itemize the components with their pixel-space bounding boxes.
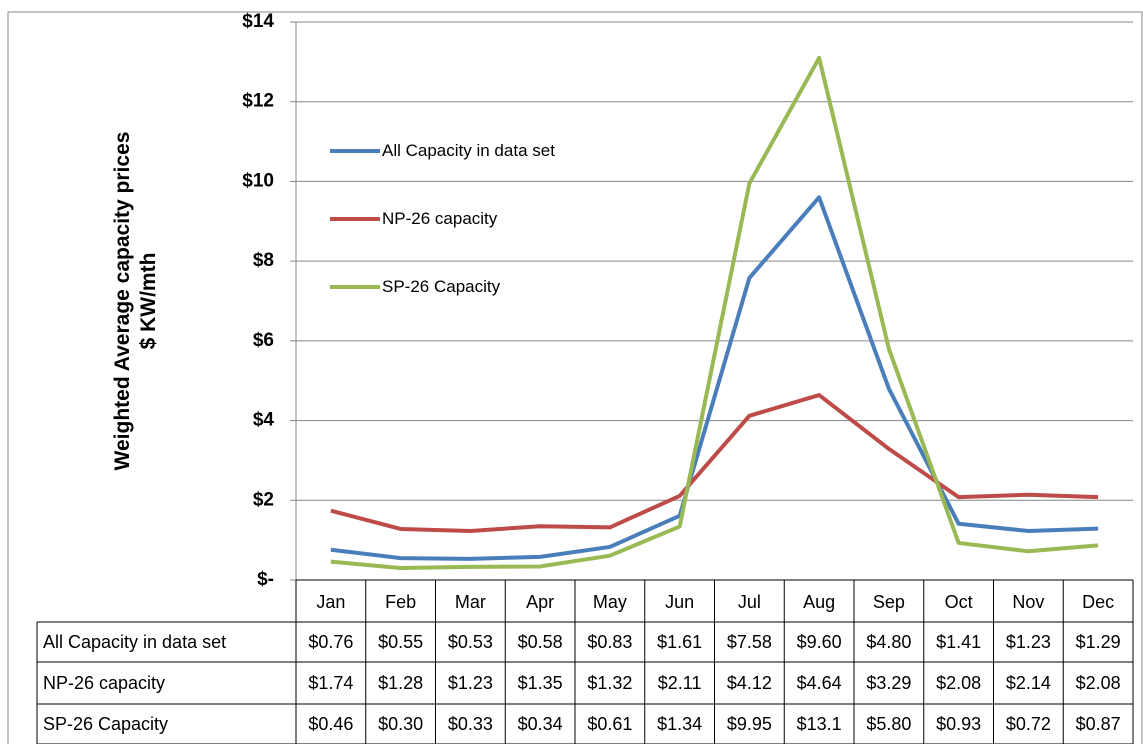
table-value: $0.93	[936, 714, 981, 734]
x-tick-label: May	[593, 592, 627, 612]
y-axis-title-line: $ KW/mth	[137, 253, 160, 350]
table-value: $4.64	[797, 673, 842, 693]
x-tick-label: Mar	[455, 592, 486, 612]
table-value: $0.87	[1076, 714, 1121, 734]
table-value: $0.76	[308, 632, 353, 652]
table-value: $0.83	[587, 632, 632, 652]
y-tick-label: $4	[253, 410, 275, 431]
x-tick-label: Apr	[526, 592, 554, 612]
legend-label: SP-26 Capacity	[382, 277, 501, 296]
table-value: $3.29	[866, 673, 911, 693]
legend-label: All Capacity in data set	[382, 141, 555, 160]
table-value: $9.60	[797, 632, 842, 652]
x-tick-label: Dec	[1082, 592, 1114, 612]
table-value: $13.1	[797, 714, 842, 734]
table-row-label: NP-26 capacity	[43, 673, 165, 693]
x-tick-label: Feb	[385, 592, 416, 612]
x-tick-label: Nov	[1012, 592, 1044, 612]
y-axis-title: Weighted Average capacity prices $ KW/mth	[111, 132, 160, 471]
series-line	[330, 55, 1099, 571]
table-value: $1.34	[657, 714, 702, 734]
table-value: $0.30	[378, 714, 423, 734]
x-tick-label: Jul	[738, 592, 761, 612]
y-tick-label: $14	[242, 11, 274, 32]
table-value: $1.74	[308, 673, 353, 693]
table-value: $2.08	[1076, 673, 1121, 693]
table-value: $1.35	[518, 673, 563, 693]
table-value: $1.41	[936, 632, 981, 652]
table-value: $0.55	[378, 632, 423, 652]
table-row-label: All Capacity in data set	[43, 632, 226, 652]
table-value: $0.46	[308, 714, 353, 734]
table-value: $1.29	[1076, 632, 1121, 652]
series-line	[330, 195, 1099, 561]
table-value: $4.12	[727, 673, 772, 693]
x-tick-label: Sep	[873, 592, 905, 612]
table-value: $1.23	[448, 673, 493, 693]
y-tick-label: $8	[253, 250, 274, 271]
x-tick-label: Aug	[803, 592, 835, 612]
table-value: $4.80	[866, 632, 911, 652]
table-value: $1.61	[657, 632, 702, 652]
y-tick-label: $12	[242, 91, 274, 112]
table-value: $0.61	[587, 714, 632, 734]
y-tick-label: $10	[242, 170, 274, 191]
table-row-label: SP-26 Capacity	[43, 714, 168, 734]
table-value: $0.58	[518, 632, 563, 652]
y-tick-label: $2	[253, 489, 274, 510]
table-value: $9.95	[727, 714, 772, 734]
table-value: $1.32	[587, 673, 632, 693]
chart-border	[7, 11, 1143, 744]
x-tick-label: Jun	[665, 592, 694, 612]
table-value: $2.11	[658, 673, 702, 693]
table-value: $7.58	[727, 632, 772, 652]
table-value: $1.23	[1006, 632, 1051, 652]
x-tick-label: Jan	[316, 592, 345, 612]
table-value: $0.33	[448, 714, 493, 734]
legend-label: NP-26 capacity	[382, 209, 498, 228]
table-value: $2.08	[936, 673, 981, 693]
table-value: $2.14	[1006, 673, 1051, 693]
y-tick-label: $6	[253, 330, 274, 351]
table-value: $1.28	[378, 673, 423, 693]
table-value: $5.80	[866, 714, 911, 734]
series-line	[330, 393, 1099, 533]
table-value: $0.72	[1006, 714, 1051, 734]
x-tick-label: Oct	[945, 592, 973, 612]
y-tick-label: $-	[257, 569, 274, 590]
table-value: $0.53	[448, 632, 493, 652]
table-value: $0.34	[518, 714, 563, 734]
y-axis-title-line: Weighted Average capacity prices	[111, 132, 134, 471]
